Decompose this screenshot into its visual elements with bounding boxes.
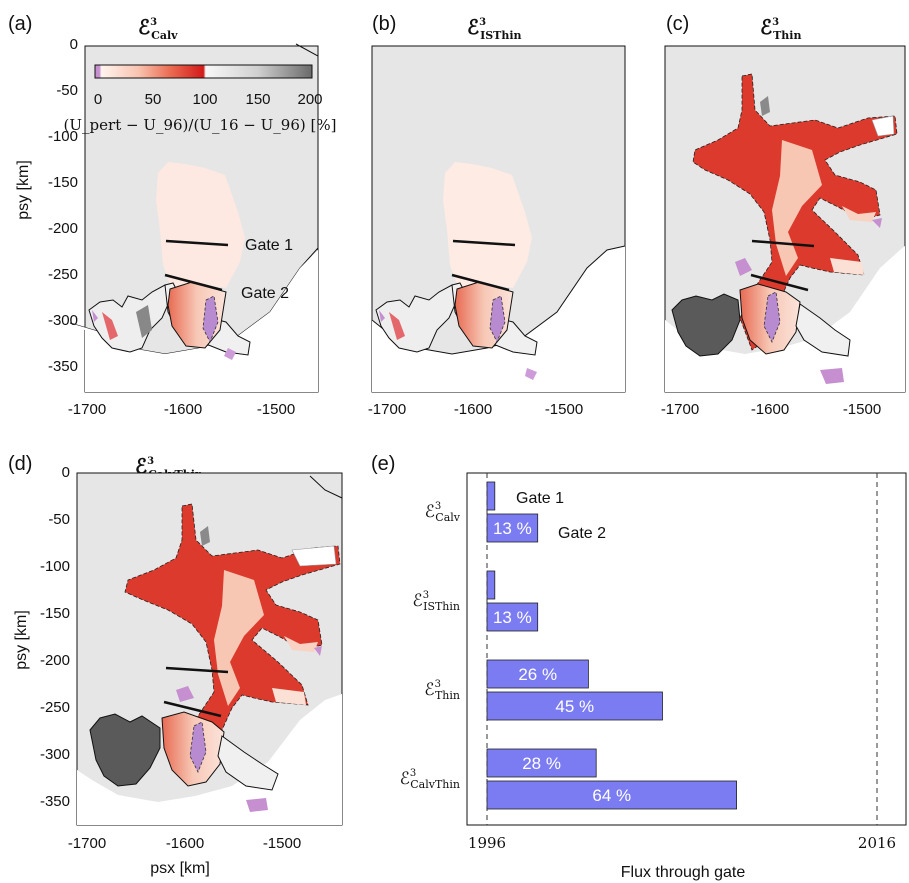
bar-value-label: 13 % [493,608,532,627]
map-a-ytick: -150 [48,174,78,191]
bar-gate-2 [486,691,663,721]
gate-1-line [165,666,229,674]
bar-gate-1 [486,481,496,511]
map-d-ytick: -300 [40,746,70,763]
panel-b-letter: (b) [372,13,396,35]
gate-1-line [452,239,516,247]
panel-c-letter: (c) [666,13,689,35]
panel-e-letter: (e) [371,453,395,475]
map-c-xtick: -1600 [751,401,789,418]
map-d-ytick: -200 [40,652,70,669]
map-d-ytick: -250 [40,699,70,716]
map-b-xtick: -1700 [368,401,406,418]
gate-2-line [451,273,510,292]
legend-gate-2: Gate 2 [558,525,606,542]
bar-gate-1 [486,659,589,689]
bar-value-label: 64 % [592,786,631,805]
panel-a-title: ℰ3 Calv [138,15,178,42]
category-label: ℰ3 CalvThin [400,768,460,791]
map-a-ytick: -300 [48,312,78,329]
bar-value-label: 26 % [518,665,557,684]
category-label: ℰ3 ISThin [412,590,460,613]
xtick-1996: 1996 [468,834,506,852]
category-label: ℰ3 Calv [425,501,461,524]
panel-c: (c) ℰ3 Thin -1700 -1600 -1500 [661,13,906,418]
map-b-xtick: -1500 [545,401,583,418]
map-a-ytick: -200 [48,220,78,237]
panel-a: (a) ℰ3 Calv Gate 1 Gate 2 0 50 100 150 20… [8,13,336,418]
map-b-region [443,162,532,290]
legend-gate-1: Gate 1 [516,490,564,507]
gate-1-line [751,239,815,248]
map-d-ytick: -50 [48,511,70,528]
map-a-ytick: -50 [56,82,78,99]
category-label: ℰ3 Thin [424,679,460,702]
map-a-xtick: -1500 [257,401,295,418]
map-c-xtick: -1500 [843,401,881,418]
gate-2-label: Gate 2 [241,285,289,302]
colorbar-tick-200: 200 [297,91,322,108]
colorbar-label: (U_pert − U_96)/(U_16 − U_96) [%] [64,116,337,134]
map-d-xtick: -1500 [263,835,301,852]
panel-b: (b) ℰ3 ISThin -1700 -1600 -1500 [368,13,626,418]
colorbar-tick-150: 150 [245,91,270,108]
bar-chart-xlabel: Flux through gate [621,864,746,881]
panel-d-letter: (d) [8,453,32,475]
map-a-region [156,162,245,290]
map-d-xlabel: psx [km] [150,860,210,877]
xtick-2016: 2016 [858,834,896,852]
colorbar-tick-50: 50 [145,91,162,108]
panel-a-letter: (a) [8,13,32,35]
map-d-ytick: 0 [62,464,70,481]
map-a-xtick: -1600 [164,401,202,418]
map-c-xtick: -1700 [661,401,699,418]
bar-gate-2 [486,513,539,543]
map-d-ylabel: psy [km] [13,610,30,670]
gate-1-line [165,239,229,247]
map-a-xtick: -1700 [68,401,106,418]
colorbar [94,64,313,79]
panel-c-title: ℰ3 Thin [760,15,801,42]
bar-gate-2 [486,780,738,810]
map-d-ytick: -350 [40,793,70,810]
map-b-xtick: -1600 [454,401,492,418]
gate-2-line [163,700,222,718]
gate-2-line [750,273,809,292]
map-d-xtick: -1600 [166,835,204,852]
map-a-ytick: -350 [48,358,78,375]
gate-2-line [164,273,223,292]
gate-1-label: Gate 1 [245,237,293,254]
bar-gate-1 [486,748,597,778]
colorbar-tick-0: 0 [94,91,102,108]
bars: 13 % 13 % 26 % 45 % 28 % 64 % [486,481,738,810]
map-d-ytick: -150 [40,605,70,622]
category-labels: ℰ3 Calv ℰ3 ISThin ℰ3 Thin ℰ3 CalvThin [400,501,461,791]
map-a-ytick: -100 [48,128,78,145]
bar-value-label: 45 % [555,697,594,716]
map-d-xtick: -1700 [68,835,106,852]
map-d-ytick: -100 [40,558,70,575]
bar-gate-2 [486,602,539,632]
panel-b-title: ℰ3 ISThin [467,15,522,42]
bar-gate-1 [486,570,496,600]
map-a-ytick: 0 [70,36,78,53]
bar-value-label: 13 % [493,519,532,538]
bar-value-label: 28 % [522,754,561,773]
map-a-ytick: -250 [48,266,78,283]
colorbar-tick-100: 100 [192,91,217,108]
map-a-ylabel: psy [km] [15,160,32,220]
